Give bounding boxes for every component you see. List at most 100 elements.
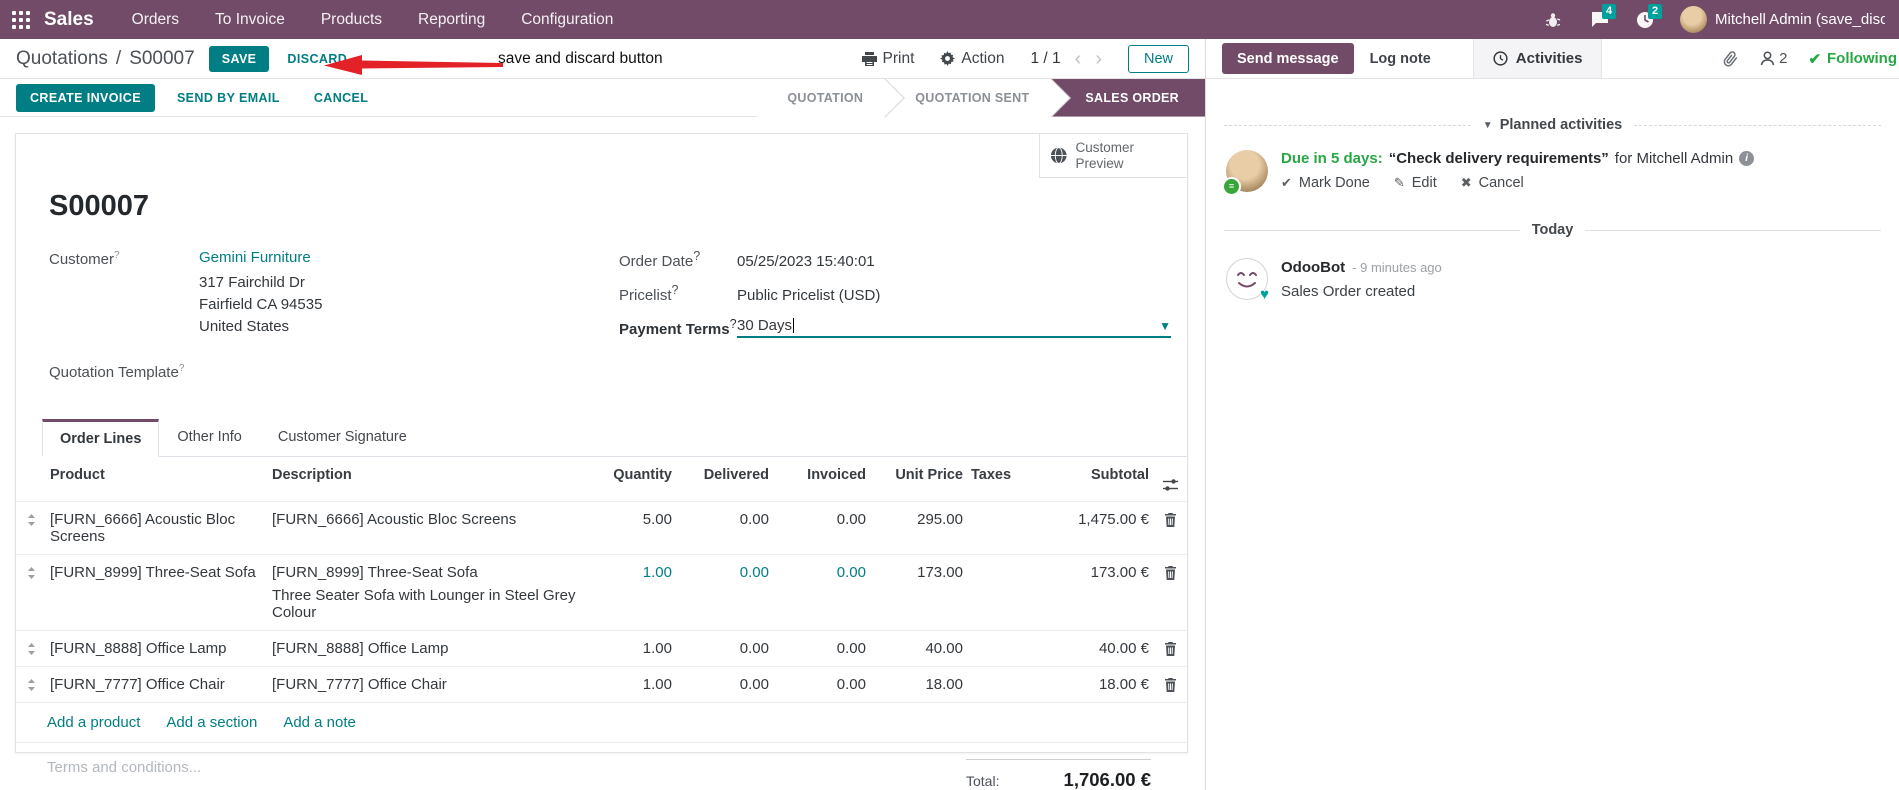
menu-configuration[interactable]: Configuration — [521, 10, 614, 28]
debug-icon[interactable] — [1542, 10, 1564, 30]
cell-quantity[interactable]: 1.00 — [642, 676, 672, 693]
cell-unit-price[interactable]: 295.00 — [917, 511, 963, 528]
followers-button[interactable]: 2 — [1760, 50, 1787, 67]
col-product[interactable]: Product — [50, 467, 105, 483]
cell-invoiced[interactable]: 0.00 — [836, 564, 866, 581]
action-button[interactable]: Action — [940, 50, 1004, 68]
cell-description[interactable]: [FURN_6666] Acoustic Bloc Screens — [272, 511, 517, 528]
delete-row-icon[interactable] — [1153, 502, 1187, 536]
cell-delivered[interactable]: 0.00 — [739, 564, 769, 581]
cell-description[interactable]: [FURN_7777] Office Chair — [272, 676, 447, 693]
attachments-button[interactable] — [1722, 50, 1739, 68]
drag-handle-icon[interactable] — [16, 667, 46, 700]
cell-invoiced[interactable]: 0.00 — [836, 676, 866, 693]
delete-row-icon[interactable] — [1153, 555, 1187, 589]
cancel-activity-button[interactable]: ✖ Cancel — [1460, 175, 1524, 191]
cell-taxes[interactable] — [967, 631, 1025, 649]
send-message-button[interactable]: Send message — [1222, 43, 1354, 74]
breadcrumb-quotations[interactable]: Quotations — [16, 47, 108, 69]
user-menu[interactable]: Mitchell Admin (save_discar — [1680, 6, 1885, 33]
planned-activities-divider[interactable]: ▼ Planned activities — [1206, 117, 1899, 133]
cell-delivered[interactable]: 0.00 — [739, 676, 769, 693]
stage-quotation-sent[interactable]: QUOTATION SENT — [885, 78, 1052, 117]
add-note-link[interactable]: Add a note — [283, 714, 356, 731]
log-note-button[interactable]: Log note — [1354, 39, 1447, 78]
drag-handle-icon[interactable] — [16, 555, 46, 588]
pager-prev-icon[interactable]: ‹ — [1074, 47, 1082, 70]
cell-product[interactable]: [FURN_7777] Office Chair — [50, 676, 225, 693]
tab-customer-signature[interactable]: Customer Signature — [277, 429, 407, 445]
cell-invoiced[interactable]: 0.00 — [836, 640, 866, 657]
menu-to-invoice[interactable]: To Invoice — [215, 10, 285, 28]
customer-preview-button[interactable]: Customer Preview — [1039, 134, 1187, 178]
cell-taxes[interactable] — [967, 502, 1025, 520]
col-taxes[interactable]: Taxes — [971, 467, 1012, 483]
order-date-field[interactable]: 05/25/2023 15:40:01 — [737, 253, 875, 270]
col-subtotal[interactable]: Subtotal — [1091, 467, 1149, 483]
edit-activity-button[interactable]: ✎ Edit — [1393, 175, 1437, 191]
menu-reporting[interactable]: Reporting — [418, 10, 486, 28]
col-quantity[interactable]: Quantity — [613, 467, 672, 483]
cell-quantity[interactable]: 1.00 — [642, 640, 672, 657]
order-line-row[interactable]: [FURN_6666] Acoustic Bloc Screens [FURN_… — [16, 501, 1187, 554]
activities-button[interactable]: Activities — [1472, 39, 1603, 78]
cell-unit-price[interactable]: 173.00 — [917, 564, 963, 581]
cell-taxes[interactable] — [967, 667, 1025, 685]
menu-products[interactable]: Products — [320, 10, 382, 28]
info-icon[interactable]: i — [1739, 151, 1755, 166]
cell-product[interactable]: [FURN_8888] Office Lamp — [50, 640, 227, 657]
order-line-row[interactable]: [FURN_8888] Office Lamp [FURN_8888] Offi… — [16, 630, 1187, 666]
cell-delivered[interactable]: 0.00 — [739, 640, 769, 657]
dropdown-caret-icon[interactable]: ▼ — [1159, 318, 1171, 333]
optional-columns-icon[interactable] — [1153, 467, 1187, 492]
order-line-row[interactable]: [FURN_7777] Office Chair [FURN_7777] Off… — [16, 666, 1187, 702]
mark-done-button[interactable]: ✔ Mark Done — [1281, 175, 1370, 191]
col-unit-price[interactable]: Unit Price — [895, 467, 963, 483]
pricelist-field[interactable]: Public Pricelist (USD) — [737, 287, 881, 304]
cell-product[interactable]: [FURN_8999] Three-Seat Sofa — [50, 564, 256, 581]
delete-row-icon[interactable] — [1153, 631, 1187, 665]
send-by-email-button[interactable]: SEND BY EMAIL — [165, 84, 292, 112]
cell-delivered[interactable]: 0.00 — [739, 511, 769, 528]
pager-next-icon[interactable]: › — [1095, 47, 1102, 70]
apps-grid-icon[interactable] — [12, 10, 30, 29]
add-section-link[interactable]: Add a section — [166, 714, 258, 731]
activities-clock-icon[interactable]: 2 — [1634, 3, 1663, 30]
message-author[interactable]: OdooBot — [1281, 259, 1346, 276]
following-button[interactable]: ✔ Following — [1808, 50, 1897, 68]
payment-terms-field[interactable]: 30 Days ▼ — [737, 317, 1171, 338]
tab-order-lines[interactable]: Order Lines — [42, 419, 160, 457]
create-invoice-button[interactable]: CREATE INVOICE — [16, 83, 155, 112]
delete-row-icon[interactable] — [1153, 667, 1187, 701]
cell-product[interactable]: [FURN_6666] Acoustic Bloc Screens — [50, 511, 236, 545]
add-product-link[interactable]: Add a product — [47, 714, 141, 731]
drag-handle-icon[interactable] — [16, 502, 46, 535]
save-button[interactable]: SAVE — [208, 45, 270, 72]
messages-icon[interactable]: 4 — [1588, 3, 1617, 30]
drag-handle-icon[interactable] — [16, 631, 46, 664]
discard-button[interactable]: DISCARD — [277, 46, 357, 72]
cell-description[interactable]: [FURN_8888] Office Lamp — [272, 640, 449, 657]
cell-description[interactable]: [FURN_8999] Three-Seat Sofa Three Seater… — [268, 555, 581, 630]
col-delivered[interactable]: Delivered — [703, 467, 769, 483]
stage-sales-order[interactable]: SALES ORDER — [1051, 78, 1205, 117]
cell-unit-price[interactable]: 40.00 — [925, 640, 963, 657]
stage-quotation[interactable]: QUOTATION — [757, 78, 886, 117]
menu-orders[interactable]: Orders — [131, 10, 180, 28]
cell-invoiced[interactable]: 0.00 — [836, 511, 866, 528]
tab-other-info[interactable]: Other Info — [177, 429, 242, 445]
terms-placeholder[interactable]: Terms and conditions... — [47, 759, 202, 776]
app-brand[interactable]: Sales — [44, 8, 94, 30]
check-icon: ✔ — [1808, 50, 1822, 68]
order-line-row[interactable]: [FURN_8999] Three-Seat Sofa [FURN_8999] … — [16, 554, 1187, 630]
cell-quantity[interactable]: 5.00 — [642, 511, 672, 528]
col-invoiced[interactable]: Invoiced — [807, 467, 866, 483]
col-description[interactable]: Description — [272, 467, 352, 483]
cell-unit-price[interactable]: 18.00 — [925, 676, 963, 693]
cell-taxes[interactable] — [967, 555, 1025, 573]
new-button[interactable]: New — [1127, 44, 1189, 73]
print-button[interactable]: Print — [861, 50, 914, 68]
cancel-button[interactable]: CANCEL — [302, 84, 380, 112]
customer-link[interactable]: Gemini Furniture — [199, 249, 311, 266]
cell-quantity[interactable]: 1.00 — [642, 564, 672, 581]
